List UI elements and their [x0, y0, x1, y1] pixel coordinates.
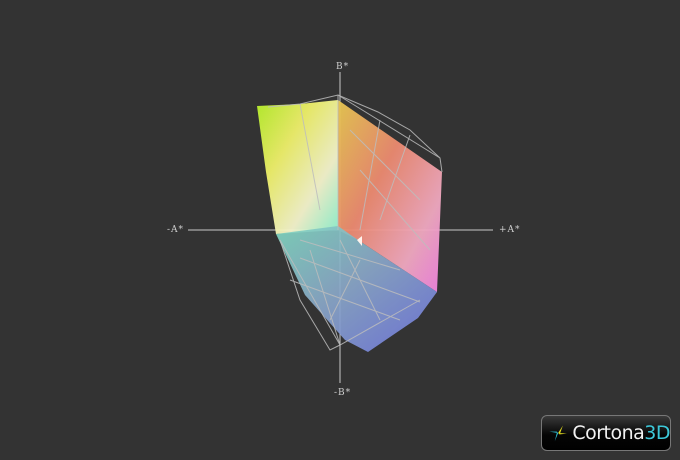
- cortona-star-icon: [549, 425, 567, 442]
- cortona3d-logo[interactable]: Cortona3D: [541, 415, 671, 451]
- white-point-notch: [357, 236, 362, 246]
- axis-label-left: -A*: [167, 225, 185, 235]
- axis-label-top: B*: [336, 62, 350, 72]
- reference-wireframe: [267, 94, 443, 351]
- logo-text: Cortona3D: [572, 422, 670, 444]
- axis-label-bottom: -B*: [334, 388, 352, 398]
- gamut-face-red-magenta: [338, 100, 442, 292]
- axis-label-right: +A*: [499, 225, 521, 235]
- gamut-face-cyan-blue: [276, 226, 437, 352]
- gamut-face-green-yellow: [257, 100, 338, 234]
